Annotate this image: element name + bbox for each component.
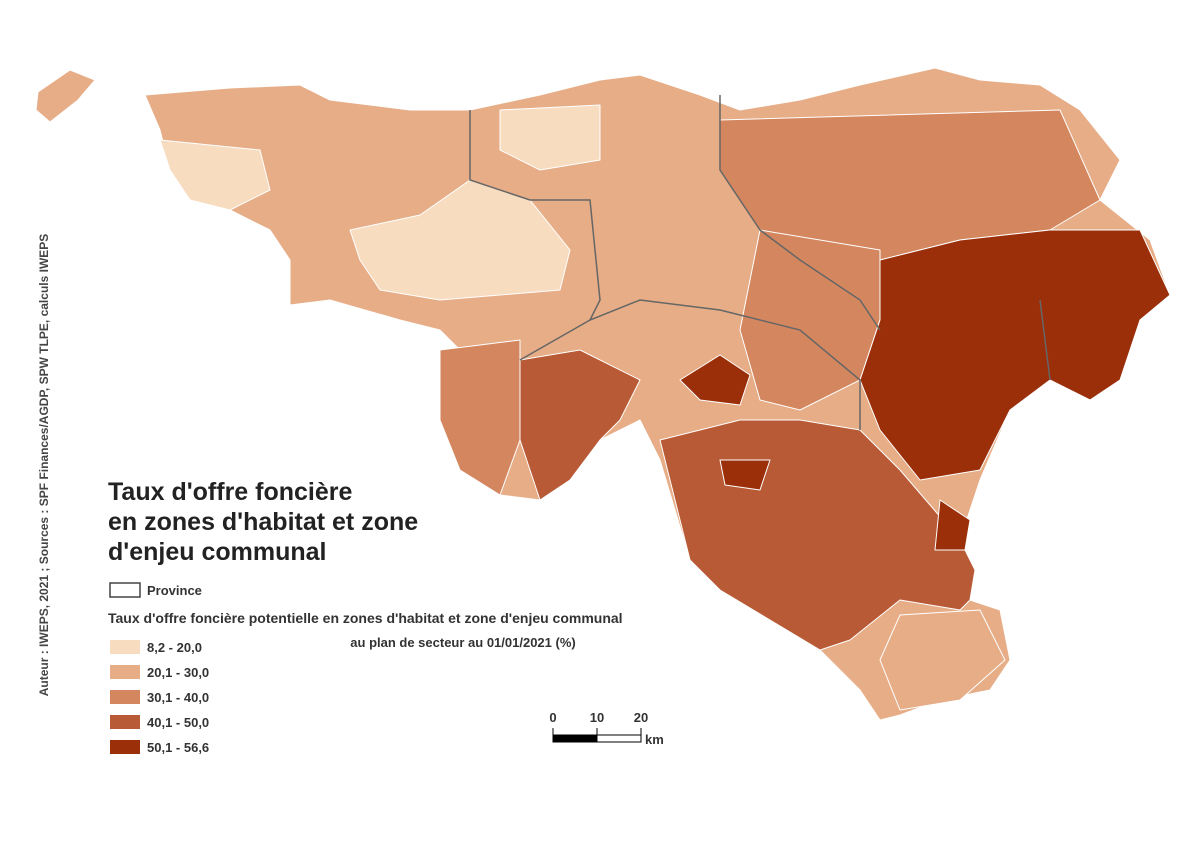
legend-swatch [110,690,140,704]
source-note: Auteur : IWEPS, 2021 ; Sources : SPF Fin… [37,234,51,697]
legend-label: 40,1 - 50,0 [147,715,209,730]
region [349,179,571,301]
legend-swatch [110,665,140,679]
province-border [1039,299,1051,381]
title-line: d'enjeu communal [108,538,326,566]
legend-label: 50,1 - 56,6 [147,740,209,755]
legend-title: au plan de secteur au 01/01/2021 (%) [350,635,575,650]
region [859,229,1171,481]
region [35,69,96,123]
province-border [519,299,861,430]
map [35,67,1171,721]
legend: 8,2 - 20,0 20,1 - 30,0 30,1 - 40,0 40,1 - 5… [110,640,209,755]
legend-swatch [110,715,140,729]
title-line: Taux d'offre foncière [108,478,353,506]
region [934,499,971,551]
province-border [469,110,601,321]
scale-segment [596,734,642,743]
legend-swatch [110,740,140,754]
title-line: en zones d'habitat et zone [108,508,418,536]
province-swatch [109,582,141,598]
legend-label: 8,2 - 20,0 [147,640,202,655]
province-label: Province [147,583,202,598]
legend-title: Taux d'offre foncière potentielle en zon… [108,610,623,626]
legend-label: 30,1 - 40,0 [147,690,209,705]
region [499,104,601,171]
scale-tick-label: 10 [590,710,604,725]
scale-bar: 0 10 20 km [549,710,663,747]
region [519,349,641,501]
province-border [719,95,881,331]
region [719,459,771,491]
scale-tick-label: 20 [634,710,648,725]
scale-tick-label: 0 [549,710,556,725]
scale-segment [552,734,598,743]
legend-swatch [110,640,140,654]
legend-label: 20,1 - 30,0 [147,665,209,680]
region [879,609,1006,711]
region [439,339,521,496]
scale-unit: km [645,732,664,747]
region [679,354,751,406]
region [159,139,271,211]
